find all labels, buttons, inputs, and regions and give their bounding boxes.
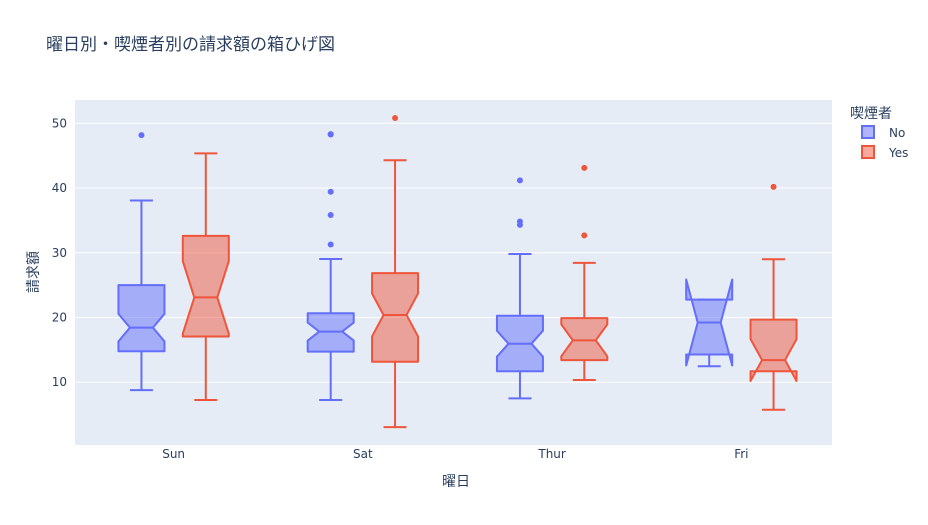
box-no-thur (495, 177, 544, 400)
notched-box (181, 234, 230, 338)
x-tick-label: Thur (537, 447, 566, 461)
outlier-point (516, 177, 523, 184)
box-yes-fri (749, 183, 798, 411)
y-axis-label: 請求額 (26, 251, 42, 293)
notched-box (117, 284, 166, 353)
box-yes-sun (181, 152, 230, 402)
chart-title: 曜日別・喫煙者別の請求額の箱ひげ図 (46, 35, 335, 55)
box-no-sat (306, 131, 355, 402)
y-tick-label: 40 (52, 181, 67, 195)
box-no-fri (685, 278, 734, 368)
outlier-point (138, 132, 145, 139)
y-tick-label: 10 (52, 375, 67, 389)
outlier-point (327, 241, 334, 248)
x-tick-label: Sat (353, 447, 373, 461)
x-tick-label: Fri (734, 447, 748, 461)
outlier-point (327, 131, 334, 138)
y-tick-label: 50 (52, 116, 67, 130)
outlier-point (770, 183, 777, 190)
outlier-point (581, 232, 588, 239)
legend-item-yes[interactable]: Yes (861, 145, 908, 160)
y-tick-label: 30 (52, 246, 67, 260)
x-axis-label: 曜日 (442, 474, 470, 490)
outlier-point (581, 164, 588, 171)
legend-label: No (889, 126, 905, 140)
outlier-point (516, 218, 523, 225)
legend-swatch (861, 125, 875, 139)
notched-box (749, 318, 798, 382)
legend-title: 喫煙者 (850, 106, 892, 122)
box-no-sun (117, 132, 166, 392)
y-tick-label: 20 (52, 310, 67, 324)
box-yes-thur (560, 164, 609, 382)
x-tick-label: Sun (162, 447, 185, 461)
legend-label: Yes (888, 146, 908, 160)
outlier-point (392, 115, 399, 122)
outlier-point (327, 188, 334, 195)
notched-box (560, 317, 609, 362)
notched-box (371, 272, 420, 363)
box-yes-sat (371, 115, 420, 429)
legend-item-no[interactable]: No (861, 125, 905, 140)
legend-swatch (861, 145, 875, 159)
outlier-point (327, 212, 334, 219)
